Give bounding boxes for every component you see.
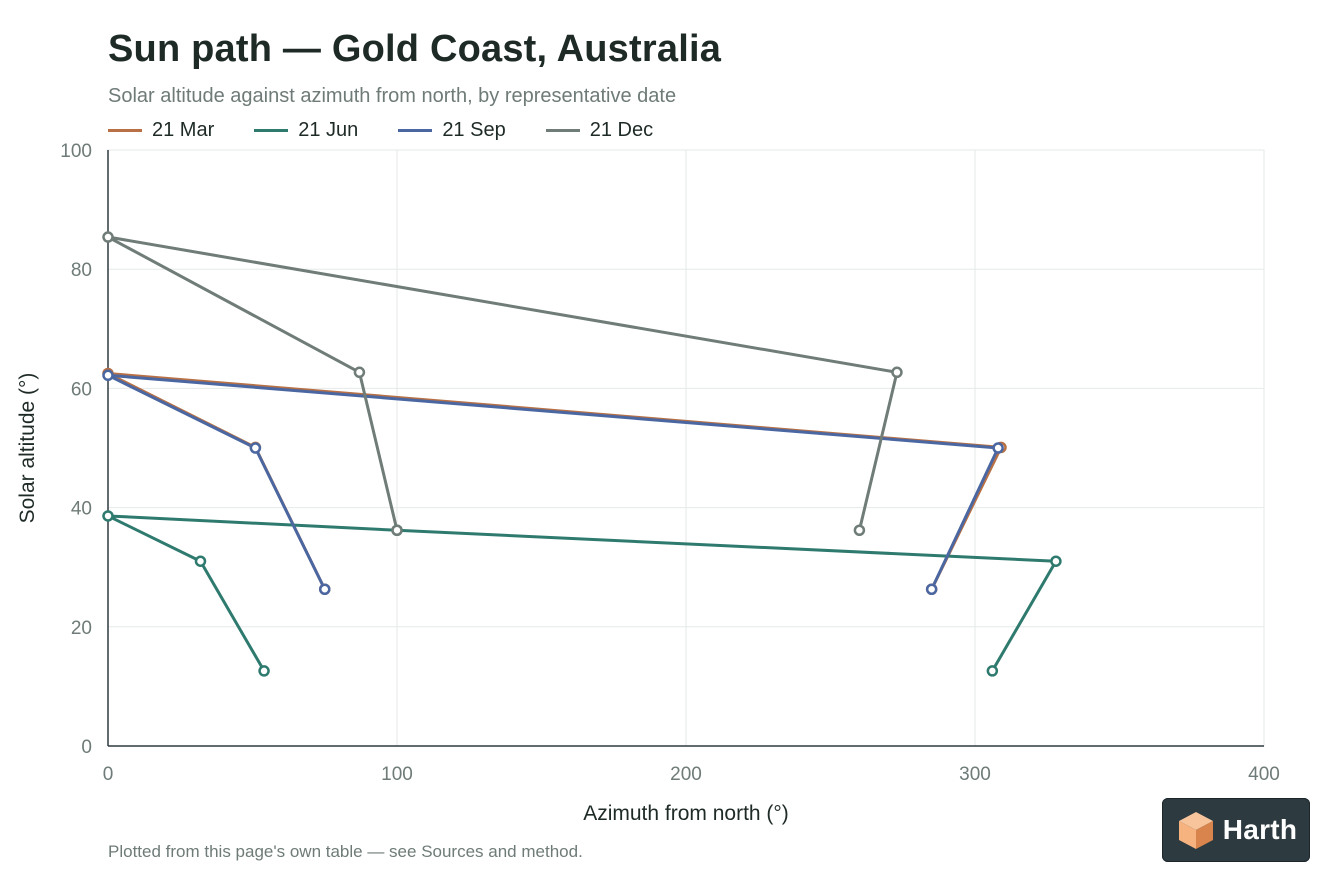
data-point [853,524,866,536]
legend-swatch [108,129,142,132]
x-tick-label: 200 [670,764,702,785]
data-point [1050,555,1062,567]
legend-swatch [545,129,580,132]
legend-swatch [254,129,289,132]
data-point [925,583,938,596]
footnote: Plotted from this page's own table — see… [108,842,583,861]
data-point [992,442,1004,454]
data-point [102,369,114,382]
y-tick-label: 100 [60,141,92,162]
data-point [353,366,366,379]
series-line-2 [106,373,1000,591]
data-point [194,555,207,567]
legend-item: 21 Dec [545,119,654,142]
legend-label: 21 Sep [442,119,506,141]
chart-legend: 21 Mar 21 Jun 21 Sep 21 Dec [108,119,693,142]
harth-logo: Harth [1162,798,1310,862]
legend-item: 21 Jun [254,119,358,142]
chart-title: Sun path — Gold Coast, Australia [108,28,722,70]
data-point [102,231,114,243]
legend-swatch [398,129,433,132]
data-point [891,366,903,379]
legend-item: 21 Sep [398,119,506,142]
x-tick-label: 0 [103,764,114,785]
data-point [986,665,999,677]
y-tick-label: 0 [81,737,92,758]
data-point [249,442,262,454]
series-line-0 [106,372,1003,591]
y-axis-label: Solar altitude (°) [16,373,39,524]
y-tick-label: 20 [71,618,92,639]
y-tick-label: 40 [71,499,92,520]
legend-item: 21 Mar [108,119,214,142]
series-line-1 [106,514,1058,673]
legend-label: 21 Dec [589,119,654,141]
data-point [258,665,270,677]
data-point [391,524,403,536]
x-tick-label: 400 [1248,764,1280,785]
data-point [102,510,114,522]
legend-label: 21 Jun [298,119,359,141]
logo-text: Harth [1222,814,1298,845]
legend-label: 21 Mar [152,119,215,141]
x-tick-label: 100 [381,764,413,785]
x-axis-label: Azimuth from north (°) [583,802,789,825]
chart-subtitle: Solar altitude against azimuth from nort… [108,85,677,107]
y-tick-label: 60 [71,379,92,400]
data-point [319,583,331,596]
x-tick-label: 300 [959,764,991,785]
y-tick-label: 80 [71,260,92,281]
cube-icon [1178,812,1213,849]
